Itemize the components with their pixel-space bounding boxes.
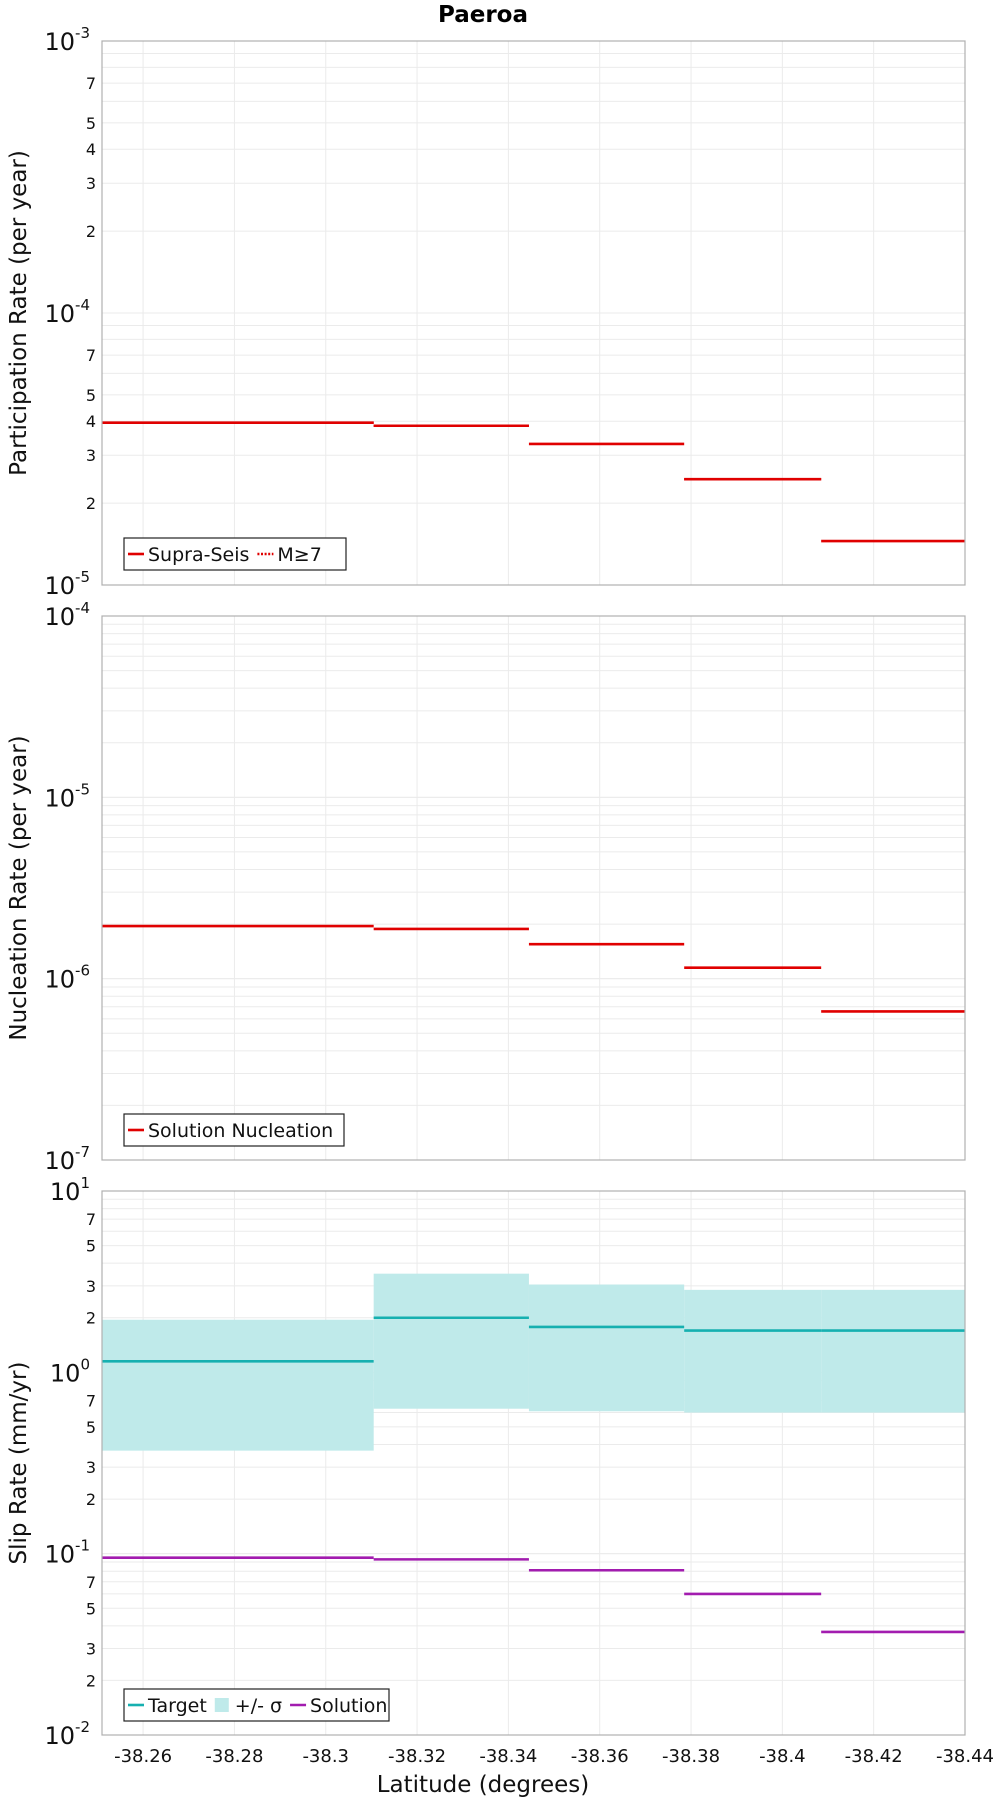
series-m-7 — [102, 421, 822, 481]
x-tick-label: -38.34 — [479, 1746, 537, 1767]
x-tick-label: -38.42 — [845, 1746, 903, 1767]
y-minor-tick-label: 7 — [86, 74, 96, 93]
plot-frame — [101, 1190, 966, 1736]
legend-box — [123, 1113, 345, 1147]
y-tick-label: 10-3 — [44, 24, 90, 56]
y-minor-tick-label: 5 — [86, 1237, 96, 1256]
y-minor-tick-label: 5 — [86, 1599, 96, 1618]
y-tick-label: 10-2 — [44, 1718, 90, 1750]
y-tick-label: 10-5 — [44, 780, 90, 812]
x-tick-label: -38.44 — [936, 1746, 994, 1767]
legend-swatch — [214, 1698, 229, 1712]
y-tick-label: 10-7 — [44, 1143, 90, 1175]
legend: Target +/- σ Solution — [123, 1688, 390, 1722]
legend-box — [123, 1688, 390, 1722]
plot-frame — [101, 40, 966, 586]
legend-box — [123, 537, 347, 571]
x-tick-label: -38.32 — [388, 1746, 446, 1767]
sigma-band-segment — [821, 1289, 965, 1413]
y-minor-tick-label: 3 — [86, 1458, 96, 1477]
y-minor-tick-label: 2 — [86, 494, 96, 513]
sigma-band-segment — [102, 1319, 374, 1451]
y-tick-label: 10-6 — [44, 962, 90, 994]
y-minor-tick-label: 3 — [86, 174, 96, 193]
y-minor-tick-label: 3 — [86, 446, 96, 465]
y-minor-tick-label: 4 — [86, 412, 96, 431]
x-axis-label: Latitude (degrees) — [377, 1772, 590, 1798]
legend: Solution Nucleation — [123, 1113, 345, 1147]
legend-entry: +/- σ — [235, 1695, 282, 1717]
series-target — [102, 1316, 965, 1363]
y-minor-tick-label: 2 — [86, 222, 96, 241]
panel-nucleation: 10-7 10-6 10-5 10-4 Nucleation Rate (per yea… — [6, 599, 966, 1175]
y-minor-tick-label: 7 — [86, 1573, 96, 1592]
series-solution — [102, 1556, 965, 1634]
y-tick-label: 10-4 — [44, 296, 90, 328]
legend-entry: M≥7 — [277, 544, 321, 566]
y-minor-tick-label: 5 — [86, 386, 96, 405]
y-minor-tick-label: 2 — [86, 1490, 96, 1509]
legend-entry: Target — [147, 1695, 207, 1717]
series-solution-nucleation — [102, 924, 965, 1013]
series-supra-seis — [102, 421, 965, 543]
x-tick-label: -38.26 — [114, 1746, 172, 1767]
x-tick-label: -38.38 — [662, 1746, 720, 1767]
y-minor-tick-label: 7 — [86, 1391, 96, 1410]
y-tick-label: 10-4 — [44, 599, 90, 631]
panel-slip: 10-2 10-1 100 101 2 3 5 7 2 3 5 7 2 3 5 7 Slip Rate (mm/… — [6, 1174, 966, 1750]
y-minor-tick-label: 5 — [86, 114, 96, 133]
y-tick-label: 101 — [50, 1174, 90, 1206]
chart-title: Paeroa — [438, 2, 528, 28]
panel-participation: 10-5 10-4 10-3 2 3 4 5 7 2 3 4 5 7 Participation Rate… — [6, 24, 966, 600]
y-minor-tick-label: 3 — [86, 1639, 96, 1658]
legend-entry: Solution Nucleation — [148, 1120, 333, 1142]
sigma-band-segment — [373, 1273, 529, 1409]
y-minor-tick-label: 5 — [86, 1418, 96, 1437]
y-axis-label: Nucleation Rate (per year) — [6, 735, 32, 1040]
y-tick-label: 10-1 — [44, 1537, 90, 1569]
y-minor-tick-label: 4 — [86, 140, 96, 159]
plot-frame — [101, 615, 966, 1161]
y-minor-tick-label: 3 — [86, 1277, 96, 1296]
y-tick-label: 100 — [50, 1355, 90, 1387]
legend-entry: Supra-Seis — [148, 544, 249, 566]
sigma-band-segment — [684, 1289, 822, 1413]
y-minor-tick-label: 2 — [86, 1671, 96, 1690]
sigma-band-segment — [528, 1284, 685, 1412]
y-tick-label: 10-5 — [44, 568, 90, 600]
x-tick-label: -38.28 — [205, 1746, 263, 1767]
x-tick-label: -38.36 — [571, 1746, 629, 1767]
y-axis-label: Slip Rate (mm/yr) — [6, 1362, 32, 1565]
y-axis-label: Participation Rate (per year) — [6, 150, 32, 476]
y-minor-tick-label: 7 — [86, 346, 96, 365]
y-minor-tick-label: 2 — [86, 1309, 96, 1328]
legend: Supra-Seis M≥7 — [123, 537, 347, 571]
y-minor-tick-label: 7 — [86, 1210, 96, 1229]
x-tick-label: -38.4 — [759, 1746, 806, 1767]
x-tick-label: -38.3 — [302, 1746, 349, 1767]
legend-entry: Solution — [310, 1695, 387, 1717]
